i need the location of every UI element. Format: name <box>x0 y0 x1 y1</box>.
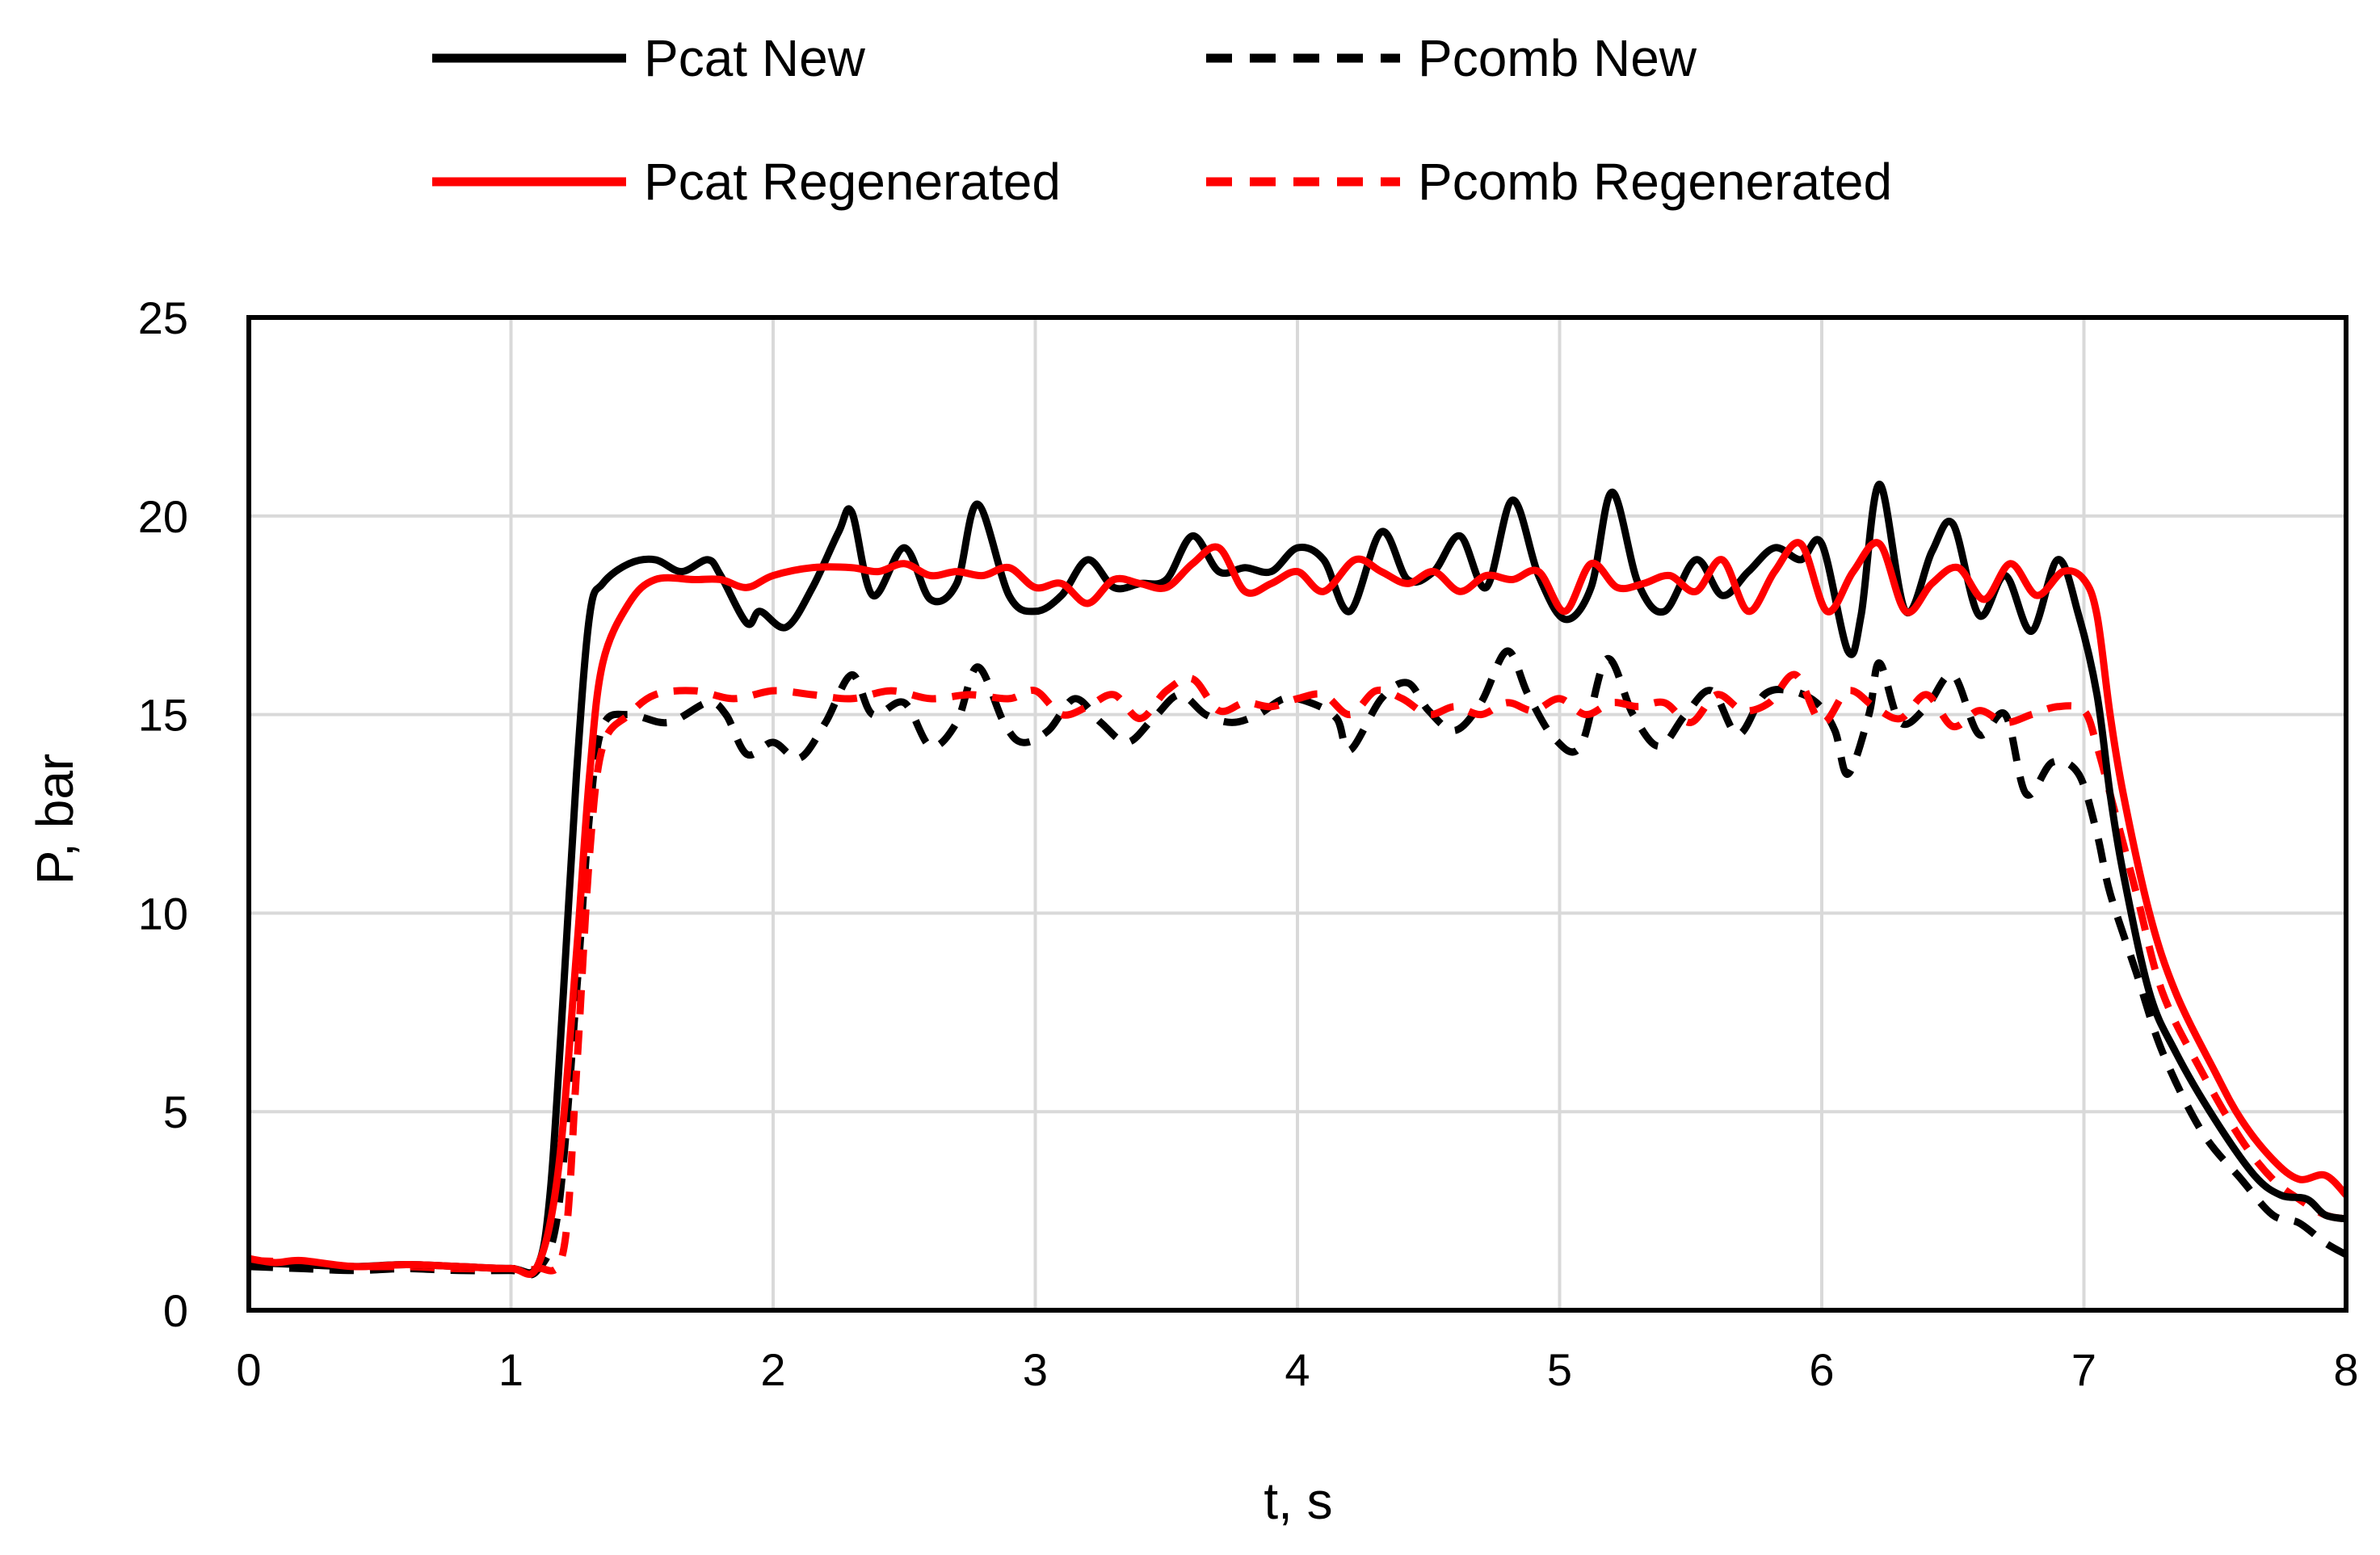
y-axis-title: P, bar <box>26 754 84 885</box>
x-tick-label: 5 <box>1547 1344 1572 1395</box>
x-tick-label: 8 <box>2333 1344 2358 1395</box>
legend-label-pcat-new: Pcat New <box>644 29 866 87</box>
x-tick-label: 2 <box>760 1344 785 1395</box>
x-axis-title: t, s <box>1264 1472 1332 1530</box>
x-tick-label: 3 <box>1023 1344 1048 1395</box>
series-line-pcat-regenerated <box>248 539 2349 1278</box>
plot-area-frame <box>246 315 2348 1313</box>
legend-label-pcomb-regenerated: Pcomb Regenerated <box>1418 153 1892 211</box>
y-tick-label: 0 <box>163 1285 188 1336</box>
x-tick-label: 4 <box>1285 1344 1310 1395</box>
legend-label-pcomb-new: Pcomb New <box>1418 29 1697 87</box>
series-layer <box>248 480 2349 1279</box>
series-line-pcomb-regenerated <box>248 670 2347 1275</box>
x-tick-label: 1 <box>498 1344 524 1395</box>
series-line-pcat-new <box>248 480 2347 1277</box>
y-tick-label: 5 <box>163 1086 188 1137</box>
y-tick-label: 15 <box>138 690 188 741</box>
legend: Pcat New Pcomb New Pcat Regenerated Pcomb R… <box>432 29 1892 211</box>
x-tick-label: 0 <box>236 1344 261 1395</box>
x-tick-label: 6 <box>1809 1344 1834 1395</box>
legend-label-pcat-regenerated: Pcat Regenerated <box>644 153 1061 211</box>
tick-label-layer: 0 1 2 3 4 5 6 7 8 0 5 10 15 20 25 <box>138 292 2359 1395</box>
y-tick-label: 10 <box>138 888 188 939</box>
series-line-pcomb-new <box>248 647 2348 1279</box>
y-tick-label: 25 <box>138 292 188 343</box>
x-tick-label: 7 <box>2071 1344 2096 1395</box>
y-tick-label: 20 <box>138 491 188 542</box>
